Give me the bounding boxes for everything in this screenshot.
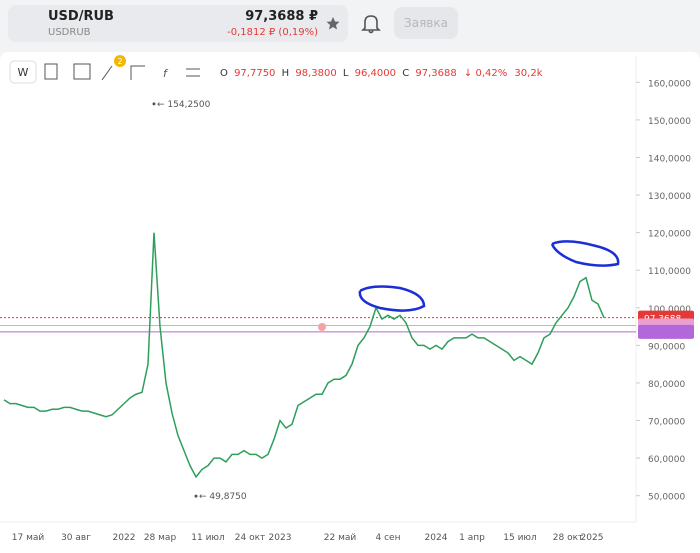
drawn-ellipse	[358, 285, 426, 312]
y-tick-label: 90,0000	[648, 342, 685, 352]
ohlc-change: ↓ 0,42%	[464, 68, 507, 79]
annotation-point	[152, 102, 156, 106]
y-tick-label: 130,0000	[648, 192, 691, 202]
ohlc-value: 96,4000	[355, 68, 396, 79]
interval: W	[18, 66, 29, 79]
x-tick-label: 2025	[581, 533, 604, 543]
ohlc-label: C	[402, 68, 409, 79]
price-line-series	[3, 232, 605, 479]
badge-count: 2	[117, 57, 122, 66]
x-tick-label: 2024	[425, 533, 448, 543]
x-tick-label: 30 авг	[61, 533, 91, 543]
toolbar: W 2 f O 97,7750 H 98,3800 L 96,4000 C 97…	[9, 55, 543, 84]
tool-icon[interactable]	[186, 68, 200, 77]
x-tick-label: 17 май	[12, 533, 45, 543]
y-tick-label: 140,0000	[648, 154, 691, 164]
ohlc-label: L	[343, 68, 349, 79]
favorite-star[interactable]	[326, 16, 340, 30]
badge	[114, 55, 126, 67]
y-tick-label: 160,0000	[648, 79, 691, 89]
x-tick-label: 15 июл	[503, 533, 537, 543]
ohlc-label: O	[220, 68, 228, 79]
tool-icon[interactable]	[130, 65, 145, 80]
star-shape	[326, 17, 340, 30]
ohlc: O 97,7750 H 98,3800 L 96,4000 C 97,3688 …	[220, 68, 543, 79]
tool-icon[interactable]	[101, 65, 113, 81]
tool-icon[interactable]: f	[163, 67, 169, 80]
y-tick-label: 120,0000	[648, 230, 691, 240]
chart-panel	[0, 52, 700, 553]
x-tick-label: 11 июл	[191, 533, 225, 543]
x-tick-label: 2022	[113, 533, 136, 543]
price: 97,3688 ₽	[245, 9, 318, 24]
y-tick-label: 150,0000	[648, 117, 691, 127]
tool-icon[interactable]	[73, 63, 91, 80]
y-tick-label: 80,0000	[648, 380, 685, 390]
quote-box[interactable]: USD/RUB USDRUB 97,3688 ₽ -0,1812 ₽ (0,19…	[8, 5, 348, 42]
x-tick-label: 1 апр	[459, 533, 485, 543]
interval-button[interactable]	[9, 60, 37, 84]
x-tick-label: 28 мар	[144, 533, 177, 543]
alert-dot	[318, 323, 326, 331]
order-button[interactable]: Заявка	[394, 7, 458, 39]
plot: 50,0000 60,0000 70,0000 80,0000 90,0000 100,0…	[0, 79, 694, 543]
y-tick-label: 70,0000	[648, 418, 685, 428]
y-tick-label: 60,0000	[648, 455, 685, 465]
ohlc-volume: 30,2k	[514, 68, 542, 79]
tool-icon[interactable]	[44, 63, 58, 80]
bell-shape	[361, 15, 381, 34]
x-tick-label: 24 окт	[235, 533, 266, 543]
annotation-point	[194, 494, 198, 498]
y-tick-label: 100,0000	[648, 305, 691, 315]
annotation: ← 49,8750	[199, 492, 247, 502]
price-tag	[638, 324, 694, 339]
symbol: USD/RUB	[48, 9, 114, 24]
y-tick-label: 110,0000	[648, 267, 691, 277]
x-tick-label: 28 окт	[553, 533, 584, 543]
price-change: -0,1812 ₽ (0,19%)	[227, 27, 318, 38]
ticker: USDRUB	[48, 27, 91, 38]
drawn-ellipse	[550, 240, 620, 267]
y-tick-label: 50,0000	[648, 493, 685, 503]
ohlc-value: 98,3800	[295, 68, 336, 79]
x-tick-label: 4 сен	[376, 533, 401, 543]
x-tick-label: 22 май	[324, 533, 357, 543]
ohlc-value: 97,7750	[234, 68, 275, 79]
annotation: ← 154,2500	[157, 100, 211, 110]
alert-bell[interactable]	[360, 12, 382, 34]
ohlc-label: H	[282, 68, 290, 79]
x-tick-label: 2023	[269, 533, 292, 543]
ohlc-value: 97,3688	[415, 68, 456, 79]
